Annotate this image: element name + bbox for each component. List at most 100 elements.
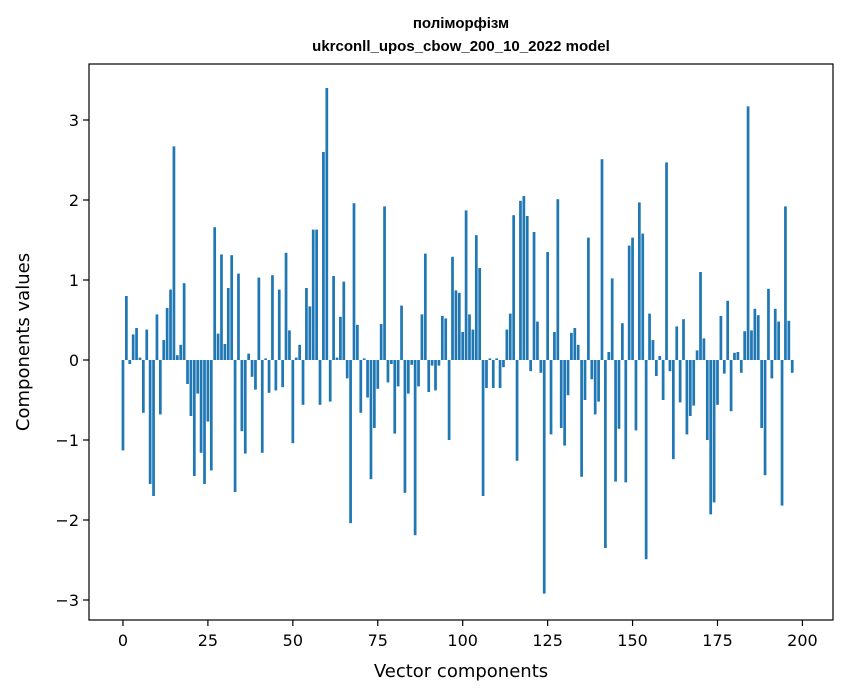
bar [233,360,237,492]
bar [556,199,560,360]
bar [743,331,747,360]
bar [315,229,318,360]
bar [756,315,760,360]
bar [542,360,546,594]
bar [440,316,444,360]
bar [587,237,590,360]
y-tick-label: 3 [69,111,79,130]
bar [145,329,149,360]
bar [328,360,332,402]
bar [498,360,502,388]
bar [393,360,397,434]
bar [226,288,230,360]
bar [590,360,594,380]
bar [301,360,305,405]
bar [709,360,713,515]
x-tick-label: 100 [447,631,478,650]
y-tick-label: 2 [69,191,79,210]
bar [291,360,295,444]
bar [383,206,386,360]
bar [525,216,529,360]
bar [400,305,403,360]
y-axis-label: Components values [13,253,34,431]
bar [665,162,668,360]
bar [366,360,369,398]
bar [699,272,702,360]
bar [678,360,682,403]
bar [373,360,376,428]
bar [131,334,135,360]
bar [773,308,777,360]
bar [600,159,604,360]
bar [305,288,308,360]
bar [478,268,482,360]
bar [121,360,125,451]
bar [322,152,325,360]
bar [637,202,641,360]
bar [634,360,638,431]
bar [318,360,322,405]
bar [570,332,573,360]
bar [247,353,251,360]
x-tick-label: 0 [118,631,128,650]
bar [532,232,536,360]
bar [220,254,223,360]
bar [468,314,471,360]
bar [610,278,614,360]
bar [172,146,176,360]
bar [597,360,600,402]
bar [413,360,417,536]
bar [434,360,437,391]
bar [688,360,692,416]
bar [158,360,162,415]
bar [362,358,366,360]
bar [502,360,505,368]
bar [230,255,234,360]
bar [352,203,356,360]
bar [240,360,244,432]
x-axis-label: Vector components [374,661,548,682]
bar [733,352,736,360]
bar [671,360,675,460]
bar [607,352,611,360]
bar [165,308,169,360]
bar [705,360,709,440]
bar [553,332,556,360]
bar [250,360,254,377]
bar [529,360,533,372]
bar [675,326,679,360]
bar [695,350,699,360]
bar [767,288,770,360]
bar [274,360,278,391]
bar [264,358,268,360]
bar [505,329,509,360]
bar [349,360,352,524]
bar [284,252,288,360]
x-tick-label: 25 [198,631,218,650]
bar [216,333,220,360]
bar [485,360,488,388]
bar [481,360,485,496]
bar [209,360,213,471]
bar [298,344,301,360]
bar [437,360,441,366]
bar [716,360,719,405]
bar [325,88,329,360]
bar [522,196,526,360]
bar [644,360,648,560]
bar [495,358,499,360]
bar [376,360,380,389]
bar [780,360,784,506]
bar [739,360,743,373]
bar [260,360,264,453]
bar [658,356,662,360]
bar [461,332,465,360]
bar [379,324,383,360]
y-tick-label: −2 [55,511,79,530]
bar [345,360,349,379]
chart-title: поліморфізм [413,15,509,32]
x-tick-label: 175 [702,631,733,650]
bar [138,357,142,360]
bar [444,318,448,360]
bar [359,360,363,413]
